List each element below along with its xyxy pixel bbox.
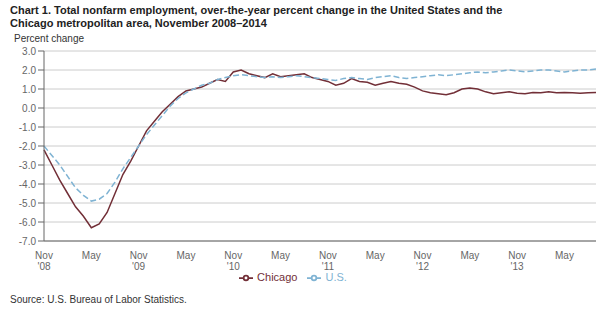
svg-text:May: May [176,250,195,261]
svg-text:-4.0: -4.0 [19,179,37,190]
html-text:Source: U.S. Bureau of Labor S: Source: U.S. Bureau of Labor Statistics. [10,294,187,305]
html-text:Percent change: Percent change [14,33,85,44]
svg-text:Nov'09: Nov'09 [130,250,148,272]
svg-text:May: May [460,250,479,261]
svg-text:0.0: 0.0 [22,103,36,114]
svg-text:-2.0: -2.0 [19,141,37,152]
svg-text:May: May [555,250,574,261]
svg-text:May: May [366,250,385,261]
html-text:Chicago: Chicago [257,271,298,283]
svg-text:Nov'08: Nov'08 [35,250,53,272]
svg-text:-1.0: -1.0 [19,122,37,133]
svg-text:2.0: 2.0 [22,65,36,76]
svg-text:May: May [82,250,101,261]
svg-text:-6.0: -6.0 [19,217,37,228]
svg-text:Nov'11: Nov'11 [319,250,337,272]
svg-text:Nov'10: Nov'10 [224,250,242,272]
svg-text:1.0: 1.0 [22,84,36,95]
svg-text:May: May [271,250,290,261]
svg-text:Nov'12: Nov'12 [414,250,432,272]
svg-text:-7.0: -7.0 [19,236,37,247]
html-text:Chart 1. Total nonfarm employm: Chart 1. Total nonfarm employment, over-… [10,4,503,16]
html-text:U.S.: U.S. [325,271,347,283]
svg-text:Nov'13: Nov'13 [508,250,526,272]
svg-text:-5.0: -5.0 [19,198,37,209]
svg-text:-3.0: -3.0 [19,160,37,171]
html-text:Chicago metropolitan area, Nov: Chicago metropolitan area, November 2008… [10,17,267,29]
svg-text:3.0: 3.0 [22,46,36,57]
